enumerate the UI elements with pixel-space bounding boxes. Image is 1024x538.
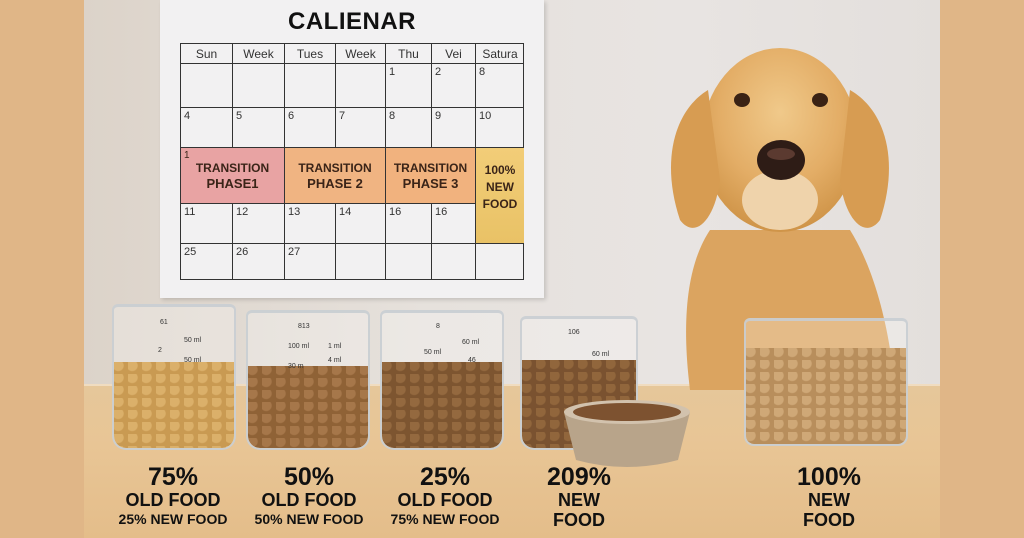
calendar-day: 11: [181, 204, 233, 244]
kibble: [746, 348, 906, 444]
transition-phase-3: TRANSITION PHASE 3: [386, 148, 476, 204]
storage-container: [744, 318, 908, 446]
full-new-food-phase: 100% NEW FOOD: [476, 148, 524, 244]
phase-label: TRANSITION: [393, 161, 468, 175]
calendar-header: Thu: [386, 44, 432, 64]
calendar-day: 25: [181, 244, 233, 280]
label-line: OLD FOOD: [261, 490, 357, 510]
calendar-day: [386, 244, 432, 280]
ratio-label-2: 50% OLD FOOD 50% NEW FOOD: [234, 464, 384, 528]
phase-label: PHASE 3: [402, 176, 459, 191]
calendar-day: 16: [386, 204, 432, 244]
measuring-cup-3: 8 60 ml 50 ml 46: [380, 310, 504, 450]
ratio-label-3: 25% OLD FOOD 75% NEW FOOD: [370, 464, 520, 528]
volume-mark: 46: [468, 357, 476, 364]
percent-text: 209%: [547, 463, 611, 491]
label-line: NEW: [808, 490, 850, 510]
calendar-day: 6: [285, 108, 336, 148]
volume-mark: 61: [160, 319, 168, 326]
calendar-day: 16: [432, 204, 476, 244]
kibble: [382, 362, 502, 448]
transition-phase-2: TRANSITION PHASE 2: [285, 148, 386, 204]
calendar-day: [476, 244, 524, 280]
calendar-day: 13: [285, 204, 336, 244]
volume-mark: 50 ml: [424, 349, 442, 356]
kibble: [114, 362, 234, 448]
calendar-day: 5: [233, 108, 285, 148]
phase-label: FOOD: [482, 197, 518, 211]
phase-label: TRANSITION: [195, 161, 270, 175]
phase-label: 100%: [484, 163, 516, 177]
calendar-day: 9: [432, 108, 476, 148]
label-line: NEW: [558, 490, 600, 510]
calendar: CALIENAR Sun Week Tues Week Thu Vei Satu…: [160, 0, 544, 298]
measuring-cup-1: 61 50 ml 2 50 ml: [112, 304, 236, 450]
phase-label: TRANSITION: [298, 161, 372, 175]
calendar-day: 27: [285, 244, 336, 280]
ratio-label-5: 100% NEW FOOD: [774, 464, 884, 530]
label-line: OLD FOOD: [397, 490, 493, 510]
kibble: [248, 366, 368, 448]
volume-mark: 8: [436, 323, 440, 330]
label-line: FOOD: [803, 510, 855, 530]
calendar-day: 14: [336, 204, 386, 244]
volume-mark: 50 ml: [184, 337, 202, 344]
ratio-label-1: 75% OLD FOOD 25% NEW FOOD: [98, 464, 248, 528]
volume-mark: 4 ml: [328, 357, 342, 364]
volume-mark: 30 m: [288, 363, 304, 370]
calendar-day: 1: [386, 64, 432, 108]
calendar-day: 4: [181, 108, 233, 148]
calendar-day: [336, 244, 386, 280]
phase-day-number: 1: [184, 150, 190, 161]
calendar-header: Week: [233, 44, 285, 64]
calendar-day: 7: [336, 108, 386, 148]
volume-mark: 60 ml: [462, 339, 480, 346]
calendar-header: Satura: [476, 44, 524, 64]
label-line: OLD FOOD: [125, 490, 221, 510]
calendar-grid: Sun Week Tues Week Thu Vei Satura 1 2 8 …: [180, 43, 524, 280]
table-edge: [84, 384, 940, 387]
calendar-day: [285, 64, 336, 108]
volume-mark: 60 ml: [592, 351, 610, 358]
phase-label: PHASE 2: [307, 176, 363, 191]
calendar-day: 8: [476, 64, 524, 108]
calendar-day: 10: [476, 108, 524, 148]
measuring-cup-2: 813 100 ml 1 ml 4 ml 30 m: [246, 310, 370, 450]
calendar-title: CALIENAR: [288, 8, 416, 35]
calendar-day: 2: [432, 64, 476, 108]
volume-mark: 813: [298, 323, 310, 330]
calendar-day: [432, 244, 476, 280]
volume-mark: 2: [158, 347, 162, 354]
calendar-day: [336, 64, 386, 108]
label-line: 25% NEW FOOD: [118, 511, 228, 527]
calendar-day: 8: [386, 108, 432, 148]
percent-text: 100%: [797, 463, 861, 491]
calendar-header: Sun: [181, 44, 233, 64]
volume-mark: 100 ml: [288, 343, 310, 350]
calendar-day: 26: [233, 244, 285, 280]
calendar-day: [181, 64, 233, 108]
golden-retriever-dog: [670, 48, 895, 390]
percent-text: 50%: [283, 463, 335, 491]
calendar-header: Week: [336, 44, 386, 64]
phase-label: NEW: [486, 180, 514, 194]
scene: CALIENAR Sun Week Tues Week Thu Vei Satu…: [84, 0, 940, 538]
volume-mark: 106: [568, 329, 580, 336]
volume-mark: 1 ml: [328, 343, 342, 350]
transition-phase-1: 1 TRANSITION PHASE1: [181, 148, 285, 204]
percent-text: 75%: [147, 463, 199, 491]
calendar-day: 12: [233, 204, 285, 244]
calendar-header: Vei: [432, 44, 476, 64]
calendar-header: Tues: [285, 44, 336, 64]
dog-food-bowl: [564, 400, 690, 467]
phase-label: PHASE1: [206, 176, 259, 191]
label-line: FOOD: [553, 510, 605, 530]
ratio-label-4: 209% NEW FOOD: [524, 464, 634, 530]
label-line: 75% NEW FOOD: [390, 511, 500, 527]
label-line: 50% NEW FOOD: [254, 511, 364, 527]
percent-text: 25%: [419, 463, 471, 491]
calendar-day: [233, 64, 285, 108]
volume-mark: 50 ml: [184, 357, 202, 364]
